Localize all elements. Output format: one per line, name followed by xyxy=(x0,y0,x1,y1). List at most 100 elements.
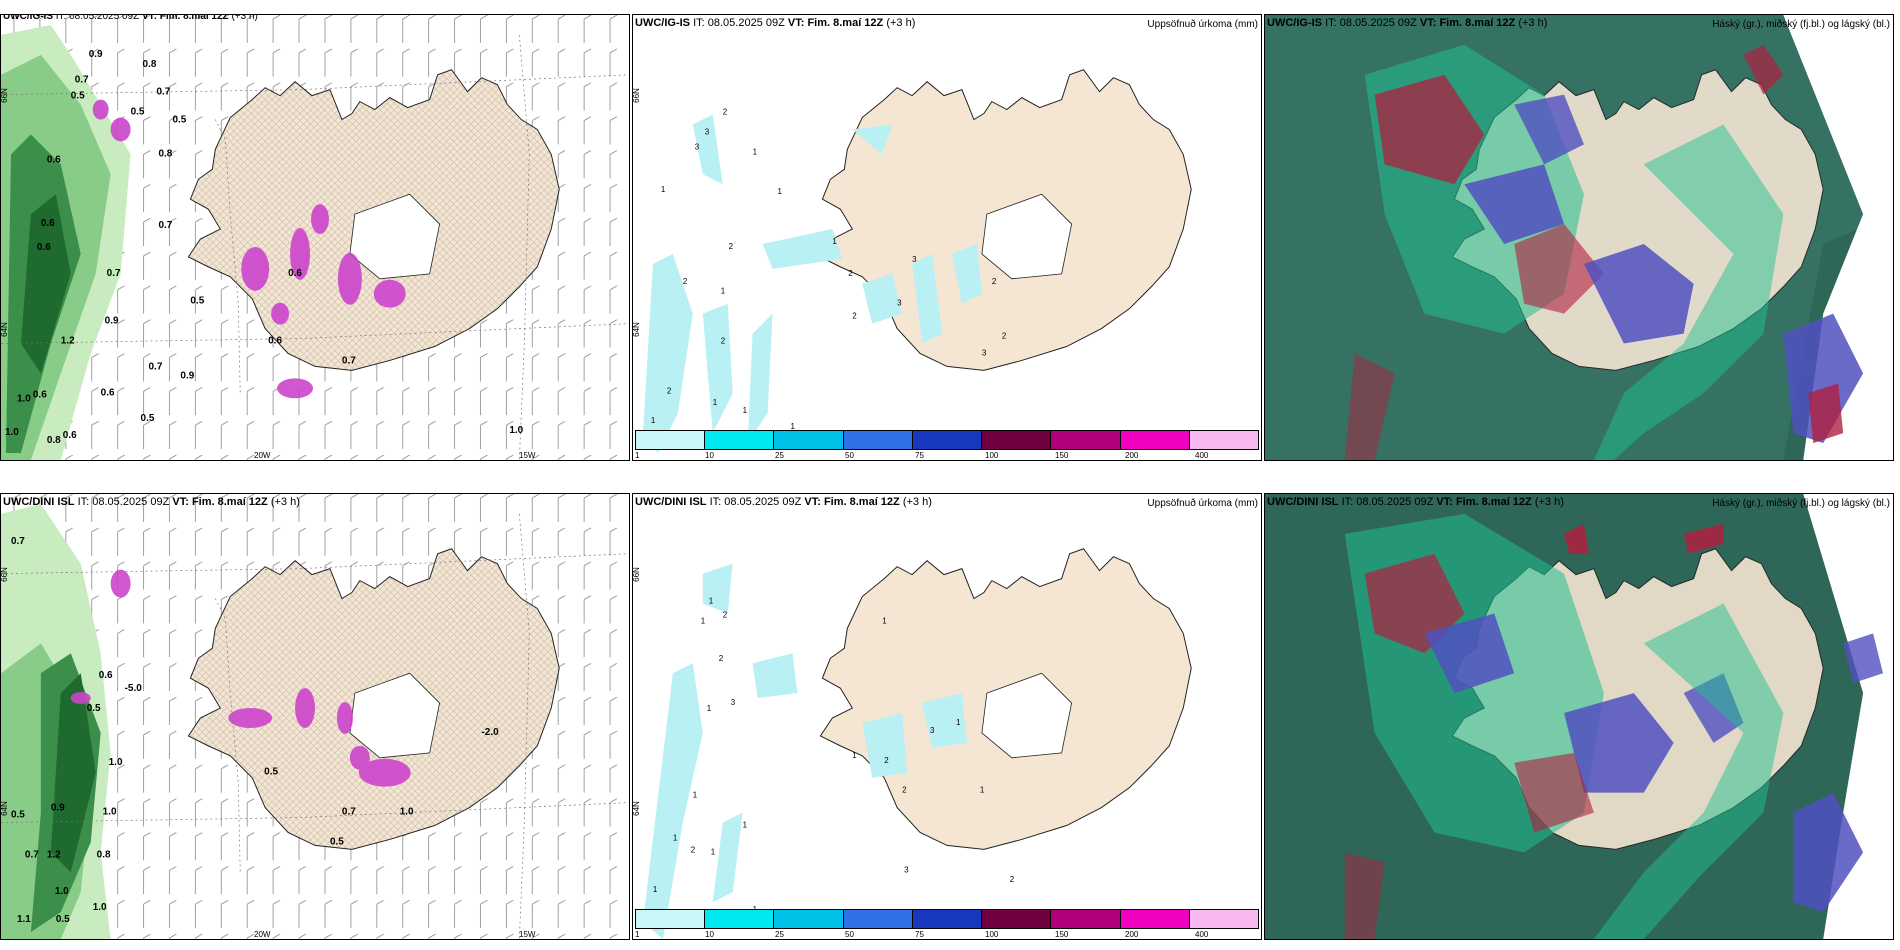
wind-precip-map-canvas: 0.70.6-5.00.5 1.00.9 1.00.5 0.7 1.2 0.81.0 … xyxy=(1,494,629,939)
svg-text:1: 1 xyxy=(956,718,961,727)
panel-header: UWC/IG-IS IT: 08.05.2025 09Z VT: Fim. 8.… xyxy=(635,17,915,29)
svg-text:1: 1 xyxy=(743,821,748,830)
svg-text:0.5: 0.5 xyxy=(11,810,25,821)
lon-label-20w: 20W xyxy=(254,930,271,939)
svg-text:-2.0: -2.0 xyxy=(481,727,499,738)
panel-header: UWC/IG-IS IT: 08.05.2025 09Z VT: Fim. 8.… xyxy=(3,14,258,22)
colorbar-swatch xyxy=(636,431,706,449)
colorbar-label: 200 xyxy=(1125,451,1139,460)
svg-text:1.0: 1.0 xyxy=(103,807,117,818)
svg-text:0.9: 0.9 xyxy=(180,370,194,381)
it-label: IT: xyxy=(709,496,722,508)
vt-value: Fim. 8.maí 12Z xyxy=(1439,17,1516,29)
colorbar-swatch xyxy=(912,910,983,928)
colorbar-label: 50 xyxy=(845,451,854,460)
svg-text:1: 1 xyxy=(661,185,666,194)
svg-text:3: 3 xyxy=(930,726,935,735)
wind-precip-map-ig: 0.9 0.8 0.7 0.5 0.7 0.5 0.5 0.6 0.8 0.6 0.6 0.7 0… xyxy=(0,14,630,461)
svg-text:0.6: 0.6 xyxy=(101,387,115,398)
svg-text:1.0: 1.0 xyxy=(93,902,107,913)
lon-label-15w: 15W xyxy=(519,930,536,939)
svg-text:1: 1 xyxy=(980,786,985,795)
vt-value: Fim. 8.maí 12Z xyxy=(807,17,884,29)
svg-text:1.0: 1.0 xyxy=(400,807,414,818)
panel-header: UWC/DINI ISL IT: 08.05.2025 09Z VT: Fim.… xyxy=(3,496,300,508)
svg-text:0.5: 0.5 xyxy=(330,836,344,847)
svg-text:1: 1 xyxy=(709,597,714,606)
cloud-map-canvas xyxy=(1265,15,1893,460)
colorbar-label: 10 xyxy=(705,930,714,939)
colorbar-swatch xyxy=(843,910,913,928)
svg-text:1.0: 1.0 xyxy=(109,757,123,768)
svg-text:0.9: 0.9 xyxy=(51,803,65,814)
svg-text:1: 1 xyxy=(701,616,706,625)
colorbar-swatch xyxy=(636,910,706,928)
colorbar-label: 400 xyxy=(1195,451,1209,460)
colorbar-swatch xyxy=(774,910,844,928)
svg-text:0.6: 0.6 xyxy=(33,389,47,400)
colorbar-label: 75 xyxy=(915,930,924,939)
vt-value: Fim. 8.maí 12Z xyxy=(159,14,229,22)
svg-text:1: 1 xyxy=(707,704,712,713)
svg-text:1: 1 xyxy=(673,833,678,842)
colorbar-swatch xyxy=(843,431,913,449)
svg-text:-5.0: -5.0 xyxy=(125,683,143,694)
precip-colorbar xyxy=(635,909,1259,929)
svg-text:1: 1 xyxy=(713,398,718,407)
colorbar-swatch xyxy=(1189,431,1258,449)
svg-text:2: 2 xyxy=(884,756,889,765)
it-value: 08.05.2025 09Z xyxy=(1339,17,1417,29)
lead-time: (+3 h) xyxy=(902,496,932,508)
svg-text:0.5: 0.5 xyxy=(71,91,85,102)
svg-text:0.7: 0.7 xyxy=(11,536,25,547)
svg-text:3: 3 xyxy=(904,865,909,874)
svg-text:2: 2 xyxy=(1002,332,1007,341)
cloud-map-ig: UWC/IG-IS IT: 08.05.2025 09Z VT: Fim. 8.… xyxy=(1264,14,1894,461)
colorbar-swatch xyxy=(1120,910,1190,928)
svg-text:3: 3 xyxy=(912,255,917,264)
panel-header: UWC/IG-IS IT: 08.05.2025 09Z VT: Fim. 8.… xyxy=(1267,17,1547,29)
lead-time: (+3 h) xyxy=(270,496,300,508)
svg-text:0.6: 0.6 xyxy=(288,268,302,279)
panel-header: UWC/DINI ISL IT: 08.05.2025 09Z VT: Fim.… xyxy=(635,496,932,508)
colorbar-label: 100 xyxy=(985,451,999,460)
panel-header: UWC/DINI ISL IT: 08.05.2025 09Z VT: Fim.… xyxy=(1267,496,1564,508)
svg-text:2: 2 xyxy=(902,786,907,795)
svg-text:1.1: 1.1 xyxy=(17,914,31,925)
svg-text:0.7: 0.7 xyxy=(158,220,172,231)
vt-value: Fim. 8.maí 12Z xyxy=(1455,496,1532,508)
colorbar-label: 25 xyxy=(775,930,784,939)
svg-text:0.5: 0.5 xyxy=(56,914,70,925)
model-label: UWC/IG-IS xyxy=(1267,17,1322,29)
vt-value: Fim. 8.maí 12Z xyxy=(191,496,268,508)
svg-text:0.6: 0.6 xyxy=(99,670,113,681)
svg-text:1: 1 xyxy=(882,616,887,625)
colorbar-label: 200 xyxy=(1125,930,1139,939)
colorbar-swatch xyxy=(982,431,1052,449)
svg-text:1.0: 1.0 xyxy=(17,393,31,404)
lat-label-64n: 64N xyxy=(632,322,641,337)
colorbar-swatch xyxy=(912,431,983,449)
svg-text:1: 1 xyxy=(653,885,658,894)
svg-text:2: 2 xyxy=(729,242,734,251)
colorbar-swatch xyxy=(1051,431,1121,449)
svg-text:2: 2 xyxy=(683,277,688,286)
svg-text:0.7: 0.7 xyxy=(342,355,356,366)
model-label: UWC/DINI ISL xyxy=(1267,496,1339,508)
it-value: 08.05.2025 09Z xyxy=(724,496,802,508)
svg-text:0.7: 0.7 xyxy=(107,268,121,279)
svg-text:1: 1 xyxy=(753,147,758,156)
svg-text:1.2: 1.2 xyxy=(61,336,75,347)
lat-label-66n: 66N xyxy=(632,567,641,582)
precip-title: Uppsöfnuð úrkoma (mm) xyxy=(1147,498,1258,509)
svg-text:3: 3 xyxy=(705,127,710,136)
svg-text:0.8: 0.8 xyxy=(158,148,172,159)
svg-text:0.6: 0.6 xyxy=(37,242,51,253)
cloud-map-dini: UWC/DINI ISL IT: 08.05.2025 09Z VT: Fim.… xyxy=(1264,493,1894,940)
svg-text:2: 2 xyxy=(667,386,672,395)
svg-text:0.5: 0.5 xyxy=(87,703,101,714)
colorbar-swatch xyxy=(982,910,1052,928)
svg-text:1: 1 xyxy=(711,847,716,856)
